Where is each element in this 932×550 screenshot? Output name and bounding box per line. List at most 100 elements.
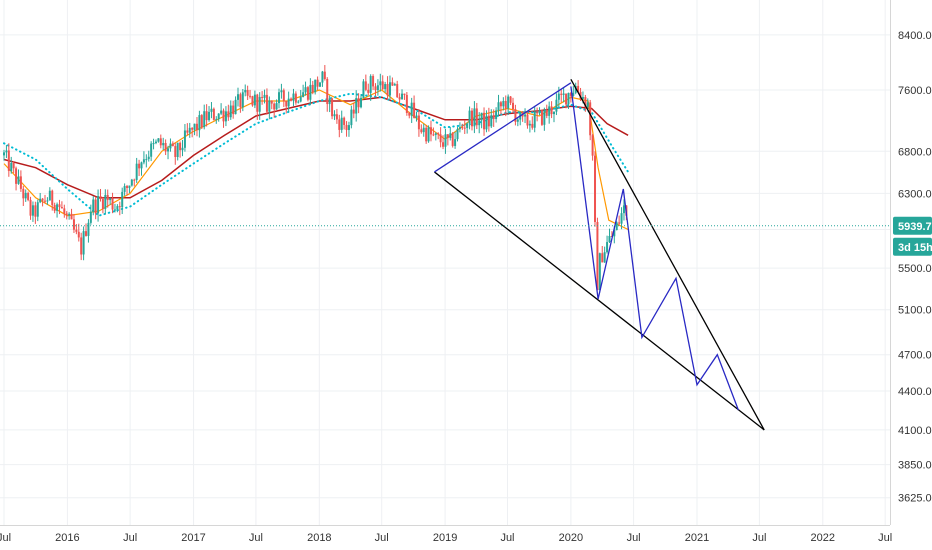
candle-body bbox=[352, 109, 355, 114]
candle-body bbox=[434, 133, 437, 135]
candle-body bbox=[244, 90, 247, 93]
candle-body bbox=[65, 213, 68, 216]
candle bbox=[567, 92, 570, 109]
candle bbox=[415, 111, 418, 122]
candle bbox=[109, 197, 112, 205]
candle-body bbox=[572, 92, 575, 96]
candle-body bbox=[376, 85, 379, 91]
x-axis[interactable]: Jul 2016 Jul 2017 Jul 2018 Jul 2019 Jul 2020 Jul 20… bbox=[0, 532, 892, 544]
x-tick-label: 2016 bbox=[55, 532, 79, 544]
candle-body bbox=[413, 102, 416, 118]
candle bbox=[121, 187, 124, 215]
candle bbox=[299, 90, 302, 103]
candle bbox=[487, 107, 490, 132]
candle bbox=[68, 212, 71, 220]
candle bbox=[565, 93, 568, 109]
countdown-label: 3d 15h bbox=[898, 242, 932, 254]
candle-body bbox=[210, 108, 213, 112]
candle-body bbox=[191, 127, 194, 130]
candle-body bbox=[364, 81, 367, 90]
candle bbox=[164, 139, 167, 156]
candle bbox=[51, 189, 54, 211]
x-tick-label: 2018 bbox=[307, 532, 331, 544]
candle-body bbox=[466, 123, 469, 128]
candle bbox=[451, 131, 454, 148]
candle bbox=[133, 178, 136, 187]
candle-body bbox=[85, 231, 88, 236]
candle-body bbox=[53, 205, 56, 211]
candle-body bbox=[239, 94, 242, 108]
candle bbox=[304, 81, 307, 96]
candle bbox=[29, 196, 32, 220]
candle bbox=[603, 246, 606, 263]
y-tick-label: 3625.0 bbox=[898, 493, 932, 505]
candle bbox=[524, 108, 527, 124]
candle-body bbox=[343, 117, 346, 125]
candle-body bbox=[374, 86, 377, 91]
candle bbox=[347, 121, 350, 137]
candle bbox=[480, 112, 483, 129]
candle bbox=[210, 102, 213, 119]
candle-body bbox=[278, 92, 281, 104]
candle-body bbox=[326, 79, 329, 105]
candle-body bbox=[316, 79, 319, 87]
x-tick-label: Jul bbox=[0, 532, 11, 544]
candle-body bbox=[89, 211, 92, 223]
candle bbox=[280, 83, 283, 99]
candle-body bbox=[111, 198, 114, 210]
candle-body bbox=[499, 102, 502, 107]
candle-body bbox=[68, 213, 71, 216]
candle bbox=[379, 73, 382, 92]
candle bbox=[205, 104, 208, 127]
candle-body bbox=[215, 118, 218, 120]
candle bbox=[427, 125, 430, 143]
candle-body bbox=[598, 253, 601, 291]
candle bbox=[24, 189, 27, 202]
candle-body bbox=[557, 93, 560, 100]
candle bbox=[446, 134, 449, 146]
candle bbox=[531, 116, 534, 130]
candle bbox=[422, 123, 425, 137]
candle-body bbox=[29, 199, 32, 216]
candle-body bbox=[126, 186, 129, 188]
candle-body bbox=[347, 125, 350, 131]
candle-body bbox=[12, 162, 15, 169]
x-tick-label: Jul bbox=[123, 532, 137, 544]
candle-body bbox=[309, 84, 312, 100]
candle-body bbox=[437, 133, 440, 135]
candle bbox=[60, 201, 63, 209]
candle-body bbox=[360, 97, 363, 108]
candle-body bbox=[427, 127, 430, 142]
candle-body bbox=[205, 111, 208, 121]
candle-body bbox=[401, 93, 404, 100]
candle-body bbox=[555, 99, 558, 112]
candle bbox=[340, 110, 343, 133]
candle-body bbox=[82, 231, 85, 255]
candle bbox=[516, 117, 519, 127]
candle-body bbox=[569, 92, 572, 96]
candle bbox=[410, 97, 413, 124]
candle bbox=[7, 143, 10, 177]
candle-body bbox=[258, 96, 261, 112]
rising-trendline bbox=[434, 82, 572, 173]
y-tick-label: 5100.0 bbox=[898, 305, 932, 317]
candle-body bbox=[463, 127, 466, 129]
candle bbox=[75, 224, 78, 235]
candle bbox=[314, 79, 317, 95]
y-axis[interactable]: 8400.07600.06800.06300.05900.05500.05100… bbox=[898, 30, 932, 505]
candle bbox=[222, 108, 225, 128]
candle bbox=[138, 159, 141, 177]
candle-body bbox=[516, 119, 519, 122]
candle bbox=[251, 95, 254, 107]
candle bbox=[162, 137, 165, 151]
candle bbox=[183, 124, 186, 152]
candle bbox=[106, 189, 109, 208]
candle bbox=[466, 122, 469, 134]
y-tick-label: 8400.0 bbox=[898, 30, 932, 42]
candle-body bbox=[381, 81, 384, 90]
candle-body bbox=[456, 128, 459, 140]
candle-body bbox=[109, 198, 112, 201]
candle-body bbox=[273, 103, 276, 110]
candle-body bbox=[613, 230, 616, 237]
candle bbox=[41, 197, 44, 207]
